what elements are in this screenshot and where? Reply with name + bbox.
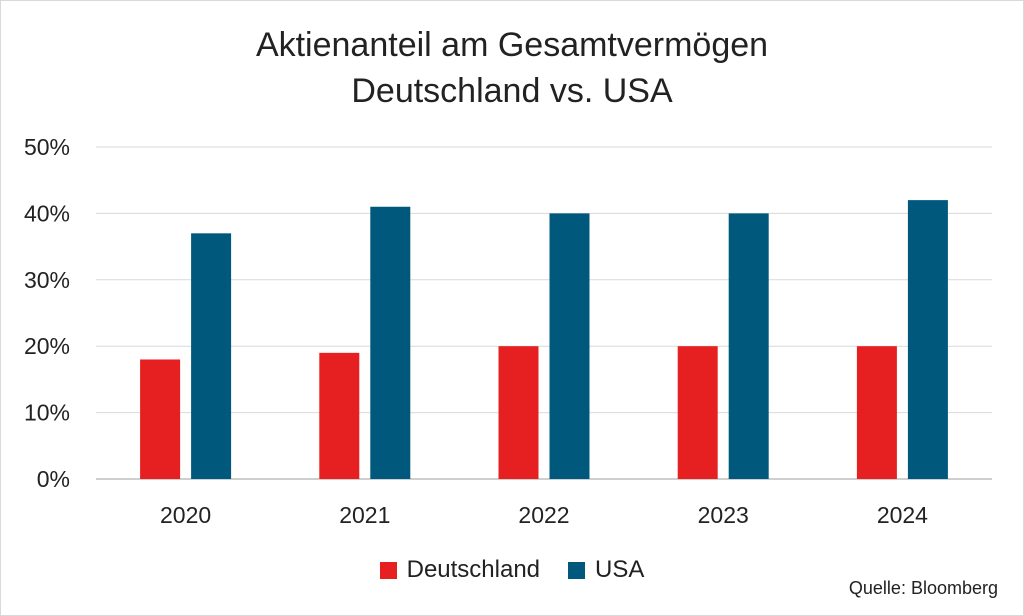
y-tick-label: 0% <box>37 466 70 492</box>
legend-label-usa: USA <box>595 556 645 583</box>
y-tick-label: 30% <box>24 267 70 293</box>
legend-swatch-deutschland <box>379 561 397 579</box>
legend-item-deutschland: Deutschland <box>379 556 541 584</box>
x-tick-label: 2021 <box>339 502 390 528</box>
bar-usa-2020 <box>191 233 232 479</box>
bar-deutschland-2024 <box>856 346 897 479</box>
x-tick-label: 2022 <box>518 502 569 528</box>
y-tick-label: 40% <box>24 200 70 226</box>
x-tick-label: 2023 <box>698 502 749 528</box>
bar-usa-2023 <box>728 213 769 479</box>
bar-deutschland-2020 <box>140 359 181 479</box>
legend-label-deutschland: Deutschland <box>406 556 541 583</box>
legend-item-usa: USA <box>568 556 644 584</box>
chart-title: Aktienanteil am Gesamtvermögen Deutschla… <box>0 22 1024 114</box>
bar-usa-2021 <box>370 206 411 479</box>
bar-usa-2022 <box>549 213 590 479</box>
y-tick-label: 20% <box>24 333 70 359</box>
legend-swatch-usa <box>568 561 586 579</box>
y-tick-label: 50% <box>24 134 70 160</box>
chart-title-line-2: Deutschland vs. USA <box>351 72 673 110</box>
chart-title-line-1: Aktienanteil am Gesamtvermögen <box>255 26 769 64</box>
x-tick-label: 2020 <box>160 502 211 528</box>
bar-deutschland-2022 <box>498 346 539 479</box>
bar-deutschland-2021 <box>319 352 360 479</box>
bar-usa-2024 <box>907 200 948 479</box>
source-note: Quelle: Bloomberg <box>848 578 998 598</box>
bar-deutschland-2023 <box>677 346 718 479</box>
x-tick-label: 2024 <box>877 502 928 528</box>
legend: Deutschland USA <box>0 556 1024 584</box>
y-tick-label: 10% <box>24 400 70 426</box>
